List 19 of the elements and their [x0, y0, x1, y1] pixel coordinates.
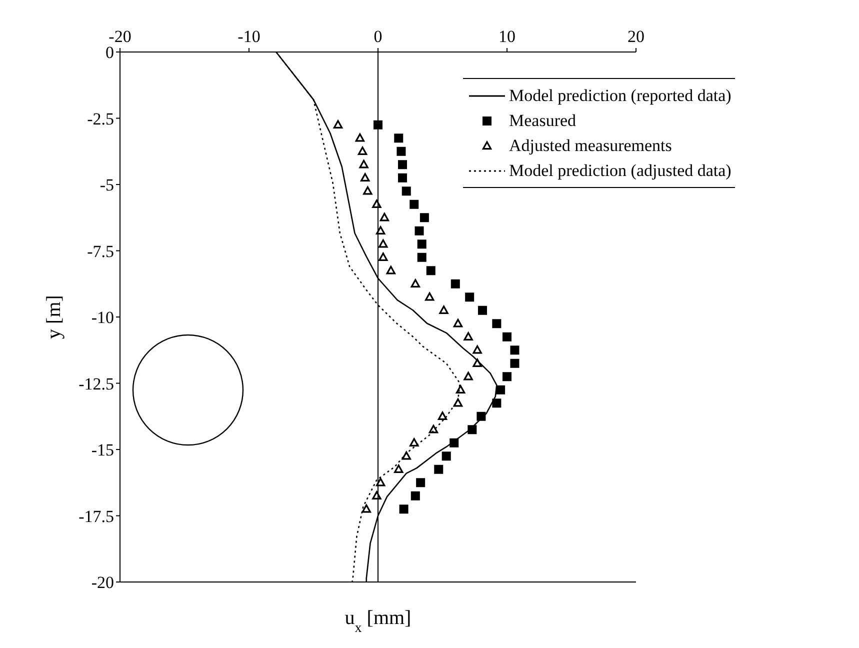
x-axis-title: u$_{x}$ [mm]: [344, 607, 412, 636]
y-tick-label: -7.5: [87, 242, 114, 261]
y-tick-label: -15: [91, 440, 114, 460]
y-tick-label: -10: [91, 308, 114, 328]
y-tick-label: -17.5: [78, 506, 114, 526]
x-tick-label: -10: [238, 27, 260, 46]
y-tick-label: -2.5: [87, 109, 114, 128]
legend-label: Measured: [509, 110, 576, 132]
y-tick-label: -5: [100, 176, 114, 195]
y-axis-title: y [m]: [43, 295, 65, 339]
x-tick-label: 10: [498, 27, 516, 46]
x-tick-label: 20: [628, 27, 644, 46]
legend-label: Model prediction (reported data): [509, 85, 732, 107]
x-tick-label: 0: [374, 27, 382, 46]
y-tick-label: -12.5: [78, 374, 114, 394]
y-tick-label: -20: [91, 573, 114, 592]
legend-label: Adjusted measurements: [509, 135, 672, 157]
legend-label: Model prediction (adjusted data): [509, 160, 732, 182]
y-tick-label: 0: [106, 43, 114, 62]
